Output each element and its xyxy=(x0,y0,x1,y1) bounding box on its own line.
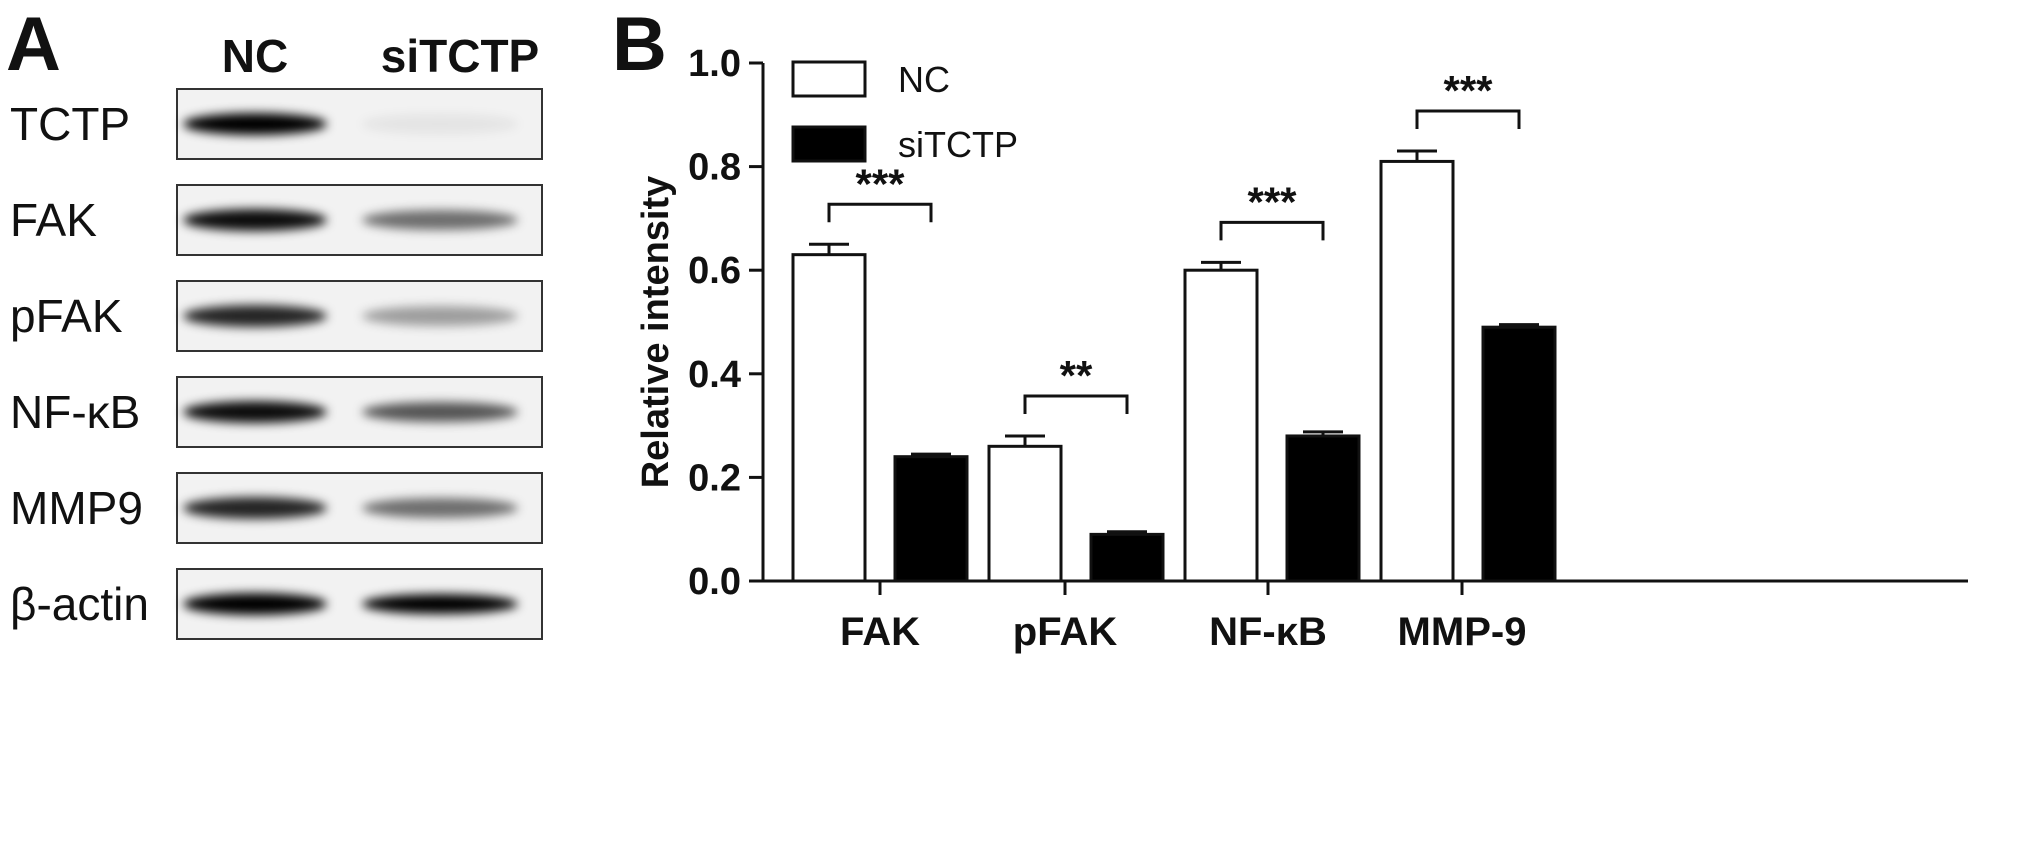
panel-b-letter: B xyxy=(612,2,667,87)
blot-row-label: NF-κB xyxy=(10,386,140,438)
blot-row-label: FAK xyxy=(10,194,97,246)
blot-row-mmp9: MMP9 xyxy=(10,472,543,544)
legend-label-nc: NC xyxy=(898,59,950,100)
y-axis-title: Relative intensity xyxy=(635,176,677,489)
bar-nc-pfak xyxy=(987,444,1063,583)
blot-row-pfak: pFAK xyxy=(10,280,543,352)
bars xyxy=(791,149,1557,583)
band-sitctp xyxy=(362,594,518,614)
lane-label-sitctp: siTCTP xyxy=(381,30,539,82)
bar-sitctp-fak xyxy=(893,455,969,583)
band-nc xyxy=(183,401,327,423)
band-nc xyxy=(183,113,327,135)
band-nc xyxy=(183,497,327,519)
legend-swatch-sitctp xyxy=(791,125,867,163)
blot-row-label: TCTP xyxy=(10,98,130,150)
y-tick-label: 0.8 xyxy=(688,147,741,189)
bar-nc-mmp9 xyxy=(1379,159,1455,583)
legend: NC siTCTP xyxy=(791,59,1018,165)
blot-row-fak: FAK xyxy=(10,184,543,256)
bar-sitctp-nfb xyxy=(1285,434,1361,583)
blot-row-actin: β-actin xyxy=(10,568,543,640)
panel-b: B Relative intensity 0.00.20.40.60.81.0 … xyxy=(612,2,1968,654)
y-tick-label: 0.6 xyxy=(688,250,741,292)
significance-bracket xyxy=(1219,220,1325,241)
band-nc xyxy=(183,209,327,231)
significance-bracket xyxy=(1415,109,1521,130)
panel-a: A NC siTCTP TCTP FAK pFAK NF-κB MMP9 β-actin xyxy=(6,2,543,640)
x-tick-label: MMP-9 xyxy=(1398,610,1527,654)
bar-nc-nfb xyxy=(1183,268,1259,583)
legend-swatch-nc xyxy=(791,60,867,98)
band-sitctp xyxy=(362,210,518,230)
x-tick-label: NF-κB xyxy=(1209,610,1327,654)
significance-label: *** xyxy=(855,160,905,207)
y-tick-label: 0.0 xyxy=(688,561,741,603)
band-sitctp xyxy=(362,498,518,518)
bar-nc-fak xyxy=(791,253,867,583)
blot-row-label: pFAK xyxy=(10,290,123,342)
panel-a-letter: A xyxy=(6,2,61,87)
band-sitctp xyxy=(362,306,518,326)
y-tick-label: 1.0 xyxy=(688,43,741,85)
bar-sitctp-mmp9 xyxy=(1481,325,1557,583)
bar-sitctp-pfak xyxy=(1089,532,1165,583)
blot-row-tctp: TCTP xyxy=(10,88,543,160)
significance-label: *** xyxy=(1247,178,1297,225)
x-axis: FAK pFAK NF-κB MMP-9 xyxy=(763,579,1968,654)
y-axis: 0.0 0.2 0.4 0.6 0.8 1.0 xyxy=(688,43,765,603)
lane-label-nc: NC xyxy=(222,30,288,82)
y-tick-label: 0.2 xyxy=(688,457,741,499)
band-nc xyxy=(183,593,327,615)
blot-row-label: β-actin xyxy=(10,578,149,630)
significance-label: *** xyxy=(1443,67,1493,114)
blot-rows: TCTP FAK pFAK NF-κB MMP9 β-actin xyxy=(10,88,543,640)
blot-row-label: MMP9 xyxy=(10,482,143,534)
y-tick-label: 0.4 xyxy=(688,354,741,396)
significance-bracket xyxy=(827,202,933,223)
band-sitctp xyxy=(362,114,518,134)
legend-label-sitctp: siTCTP xyxy=(898,124,1018,165)
band-nc xyxy=(183,305,327,327)
significance-label: ** xyxy=(1060,352,1093,399)
x-tick-label: pFAK xyxy=(1013,610,1118,654)
significance-bracket xyxy=(1023,394,1129,414)
x-tick-label: FAK xyxy=(840,610,920,654)
blot-row-nfb: NF-κB xyxy=(10,376,543,448)
band-sitctp xyxy=(362,402,518,422)
significance-brackets: *********** xyxy=(827,67,1521,414)
